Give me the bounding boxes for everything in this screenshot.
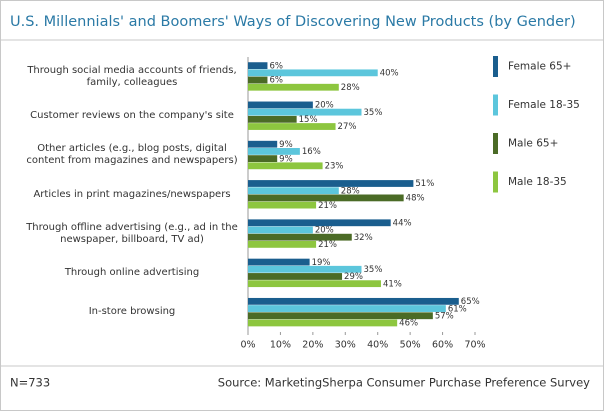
bar bbox=[248, 233, 352, 241]
bar bbox=[248, 108, 362, 116]
bar bbox=[248, 297, 459, 305]
bar bbox=[248, 187, 339, 195]
value-label: 21% bbox=[318, 240, 337, 250]
value-label: 57% bbox=[435, 311, 454, 321]
legend-swatch bbox=[493, 56, 498, 77]
bar bbox=[248, 265, 362, 273]
value-label: 28% bbox=[341, 186, 360, 196]
y-tick-label: Through offline advertising (e.g., ad in… bbox=[26, 221, 238, 245]
value-label: 40% bbox=[380, 69, 399, 79]
bar bbox=[248, 148, 300, 155]
legend-label: Male 18-35 bbox=[508, 176, 567, 188]
bar bbox=[248, 101, 313, 109]
value-label: 9% bbox=[279, 154, 293, 164]
value-label: 19% bbox=[312, 258, 331, 268]
value-label: 16% bbox=[302, 147, 321, 157]
bar bbox=[248, 76, 268, 84]
value-label: 6% bbox=[269, 76, 283, 86]
y-tick-label: Customer reviews on the company's site bbox=[30, 109, 234, 121]
value-label: 15% bbox=[299, 115, 318, 125]
bar bbox=[248, 258, 310, 266]
value-label: 35% bbox=[364, 108, 383, 118]
note: N=733 bbox=[10, 376, 50, 390]
legend-swatch bbox=[493, 94, 498, 116]
legend-swatch bbox=[493, 133, 498, 154]
y-tick-label: In-store browsing bbox=[88, 306, 176, 318]
bar bbox=[248, 140, 278, 148]
bar bbox=[248, 273, 343, 280]
value-label: 41% bbox=[383, 279, 402, 289]
x-tick-label: 20% bbox=[302, 340, 323, 351]
chart-title: U.S. Millennials' and Boomers' Ways of D… bbox=[10, 14, 576, 30]
value-label: 23% bbox=[325, 162, 344, 172]
y-tick-label: Through online advertising bbox=[64, 267, 200, 279]
value-label: 32% bbox=[354, 233, 373, 243]
legend-swatch bbox=[493, 171, 498, 193]
x-tick-label: 30% bbox=[335, 340, 356, 351]
bar bbox=[248, 162, 323, 170]
x-tick-label: 0% bbox=[240, 340, 255, 351]
source: Source: MarketingSherpa Consumer Purchas… bbox=[218, 376, 590, 390]
legend-label: Female 18-35 bbox=[508, 99, 580, 111]
value-label: 35% bbox=[364, 265, 383, 275]
legend-label: Female 65+ bbox=[508, 61, 571, 73]
bar bbox=[248, 312, 433, 320]
y-tick-label: Articles in print magazines/newspapers bbox=[33, 188, 231, 200]
bar bbox=[248, 226, 313, 234]
bar bbox=[248, 201, 317, 209]
y-tick-label: Other articles (e.g., blog posts, digita… bbox=[26, 143, 238, 167]
value-label: 9% bbox=[279, 140, 293, 150]
bar bbox=[248, 280, 381, 288]
bar bbox=[248, 123, 336, 130]
value-label: 65% bbox=[461, 297, 480, 307]
x-tick-label: 60% bbox=[432, 340, 453, 351]
value-label: 61% bbox=[448, 304, 467, 314]
bar bbox=[248, 194, 404, 202]
value-label: 27% bbox=[338, 122, 357, 132]
bar bbox=[248, 219, 391, 227]
bar bbox=[248, 240, 317, 248]
bar bbox=[248, 69, 378, 77]
bar bbox=[248, 83, 339, 91]
value-label: 46% bbox=[399, 319, 418, 329]
x-tick-label: 40% bbox=[367, 340, 388, 351]
bar bbox=[248, 305, 446, 312]
bar bbox=[248, 62, 268, 70]
legend-label: Male 65+ bbox=[508, 138, 558, 150]
value-label: 20% bbox=[315, 101, 334, 111]
x-tick-label: 10% bbox=[270, 340, 291, 351]
x-tick-label: 50% bbox=[400, 340, 421, 351]
x-tick-label: 70% bbox=[464, 340, 485, 351]
value-label: 6% bbox=[269, 61, 283, 71]
value-label: 29% bbox=[344, 272, 363, 282]
bar bbox=[248, 155, 278, 163]
value-label: 44% bbox=[393, 218, 412, 228]
bar bbox=[248, 180, 414, 187]
value-label: 21% bbox=[318, 201, 337, 211]
bar bbox=[248, 319, 398, 327]
value-label: 20% bbox=[315, 226, 334, 236]
value-label: 28% bbox=[341, 83, 360, 93]
y-tick-label: Through social media accounts of friends… bbox=[27, 64, 237, 88]
bar bbox=[248, 115, 297, 123]
value-label: 48% bbox=[406, 194, 425, 204]
value-label: 51% bbox=[415, 179, 434, 189]
